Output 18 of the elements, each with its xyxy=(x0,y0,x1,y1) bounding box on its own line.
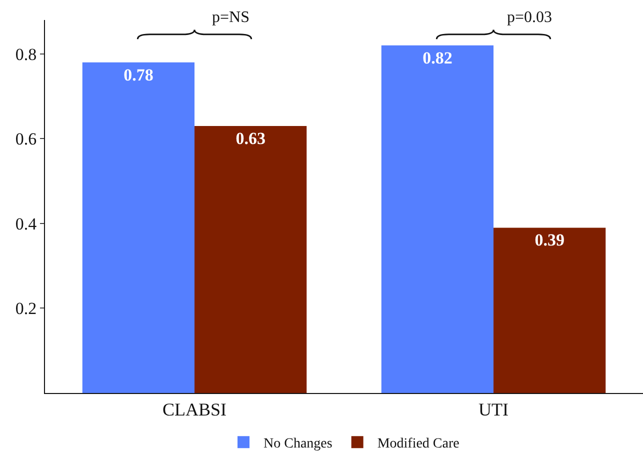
y-tick-label: 0.6 xyxy=(15,130,37,149)
legend-label: Modified Care xyxy=(377,436,460,452)
data-label: 0.82 xyxy=(422,48,452,68)
annotation: p=NS xyxy=(212,9,250,26)
y-tick-label: 0.2 xyxy=(15,299,37,318)
x-tick-label: UTI xyxy=(478,400,508,420)
data-label: 0.63 xyxy=(236,128,266,148)
y-tick-label: 0.8 xyxy=(15,44,37,64)
annotation: p=0.03 xyxy=(507,9,552,26)
bar xyxy=(194,126,307,393)
legend-label: No Changes xyxy=(264,436,332,452)
data-label: 0.39 xyxy=(534,230,564,250)
y-tick-label: 0.4 xyxy=(15,214,38,234)
bar xyxy=(494,228,606,393)
bar xyxy=(381,45,494,393)
data-label: 0.78 xyxy=(124,65,154,84)
bar xyxy=(82,62,194,393)
x-tick-label: CLABSI xyxy=(162,400,227,420)
